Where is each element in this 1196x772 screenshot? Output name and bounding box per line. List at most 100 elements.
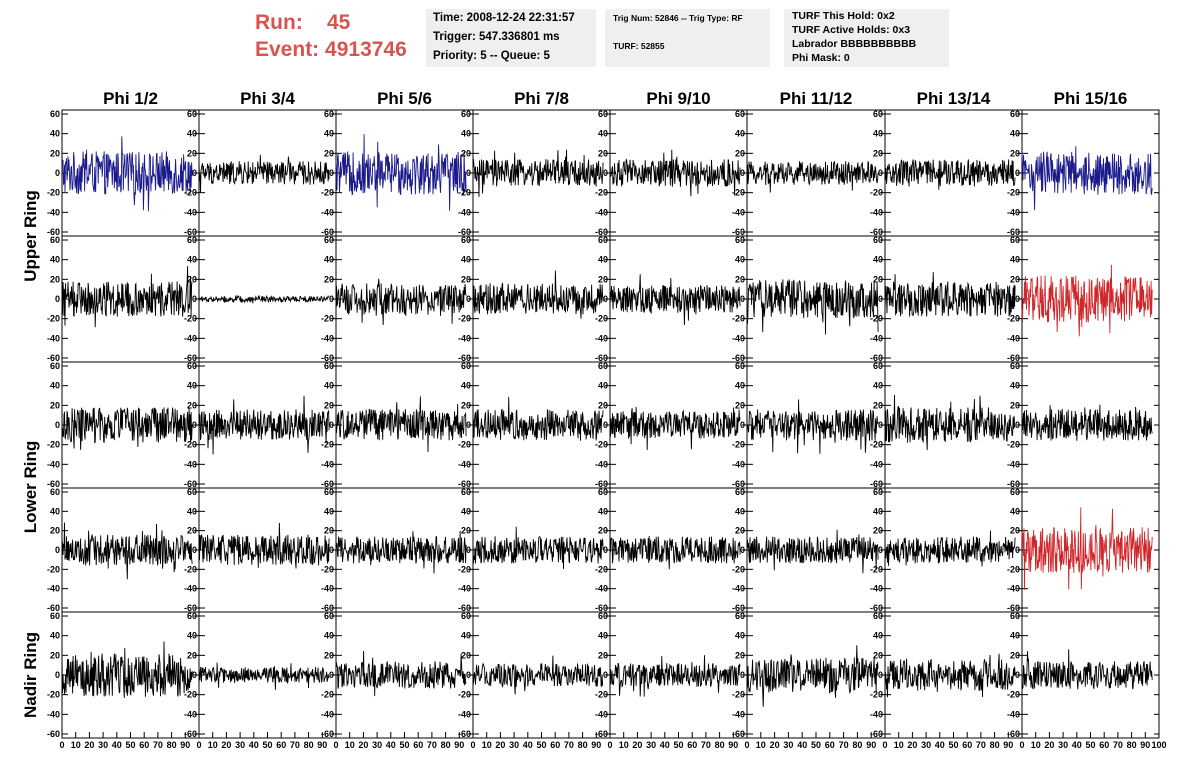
y-tick-label: -20 xyxy=(321,564,334,574)
y-tick-label: 0 xyxy=(603,670,608,680)
y-tick-label: -20 xyxy=(595,690,608,700)
y-tick-label: 20 xyxy=(598,400,608,410)
y-tick-label: 60 xyxy=(1010,235,1020,245)
y-tick-label: 20 xyxy=(461,650,471,660)
x-tick-label: 10 xyxy=(345,740,355,750)
y-tick-label: -20 xyxy=(47,440,60,450)
y-tick-label: -20 xyxy=(732,440,745,450)
x-tick-label: 10 xyxy=(1031,740,1041,750)
y-tick-label: -20 xyxy=(732,690,745,700)
column-header: Phi 13/14 xyxy=(917,89,991,108)
y-tick-label: 20 xyxy=(187,274,197,284)
x-tick-label: 60 xyxy=(276,740,286,750)
x-tick-label: 10 xyxy=(619,740,629,750)
y-tick-label: 0 xyxy=(878,294,883,304)
waveform-trace xyxy=(746,529,879,574)
x-tick-label: 70 xyxy=(1113,740,1123,750)
y-tick-label: -60 xyxy=(458,227,471,237)
ring-label: Nadir Ring xyxy=(21,632,40,718)
x-tick-label: 50 xyxy=(673,740,683,750)
x-tick-label: 70 xyxy=(701,740,711,750)
waveform-trace xyxy=(1021,264,1153,337)
y-tick-label: 0 xyxy=(329,670,334,680)
y-tick-label: -40 xyxy=(321,459,334,469)
y-tick-label: 40 xyxy=(598,631,608,641)
y-tick-label: -60 xyxy=(1007,227,1020,237)
event-value: 4913746 xyxy=(325,38,407,61)
y-tick-label: 40 xyxy=(50,129,60,139)
event-label: Event: xyxy=(255,38,320,61)
waveform-trace xyxy=(472,526,604,570)
x-tick-label: 10 xyxy=(894,740,904,750)
trigger-info-box: Trig Num: 52846 -- Trig Type: RF TURF: 5… xyxy=(605,9,770,67)
y-tick-label: -40 xyxy=(321,584,334,594)
y-tick-label: -20 xyxy=(595,188,608,198)
x-tick-label: 10 xyxy=(71,740,81,750)
waveform-trace xyxy=(609,149,741,197)
x-tick-label: 10 xyxy=(482,740,492,750)
y-tick-label: -60 xyxy=(870,353,883,363)
y-tick-label: 20 xyxy=(461,526,471,536)
time-info-box: Time: 2008-12-24 22:31:57 Trigger: 547.3… xyxy=(426,9,596,67)
y-tick-label: 0 xyxy=(740,420,745,430)
y-tick-label: 20 xyxy=(1010,400,1020,410)
y-tick-label: 0 xyxy=(192,294,197,304)
y-tick-label: -20 xyxy=(321,690,334,700)
x-tick-label: 90 xyxy=(591,740,601,750)
x-tick-label: 20 xyxy=(358,740,368,750)
y-tick-label: 60 xyxy=(598,361,608,371)
y-tick-label: -40 xyxy=(732,459,745,469)
y-tick-label: -60 xyxy=(47,227,60,237)
x-tick-label: 80 xyxy=(441,740,451,750)
y-tick-label: 40 xyxy=(324,129,334,139)
y-tick-label: -40 xyxy=(1007,584,1020,594)
y-tick-label: -40 xyxy=(870,207,883,217)
x-tick-label: 60 xyxy=(687,740,697,750)
y-tick-label: 60 xyxy=(873,611,883,621)
y-tick-label: 40 xyxy=(50,506,60,516)
y-tick-label: 40 xyxy=(50,255,60,265)
y-tick-label: 40 xyxy=(735,255,745,265)
y-tick-label: 20 xyxy=(873,148,883,158)
y-tick-label: -60 xyxy=(47,729,60,739)
y-tick-label: -60 xyxy=(184,603,197,613)
y-tick-label: 40 xyxy=(873,506,883,516)
y-tick-label: -40 xyxy=(595,709,608,719)
waveform-trace xyxy=(1021,507,1153,590)
y-tick-label: 60 xyxy=(1010,109,1020,119)
y-tick-label: 40 xyxy=(1010,506,1020,516)
waveform-trace xyxy=(884,272,1016,317)
x-tick-label: 30 xyxy=(1058,740,1068,750)
y-tick-label: -60 xyxy=(732,729,745,739)
y-tick-label: 40 xyxy=(598,381,608,391)
y-tick-label: -40 xyxy=(321,333,334,343)
y-tick-label: -40 xyxy=(321,709,334,719)
y-tick-label: -40 xyxy=(595,459,608,469)
waveform-trace xyxy=(746,161,879,193)
y-tick-label: -40 xyxy=(47,709,60,719)
waveform-trace xyxy=(609,535,741,570)
y-tick-label: 20 xyxy=(598,148,608,158)
waveform-trace xyxy=(884,653,1016,698)
y-tick-label: -20 xyxy=(1007,188,1020,198)
y-tick-label: 20 xyxy=(187,148,197,158)
waveform-trace xyxy=(1021,649,1153,690)
x-tick-label: 90 xyxy=(317,740,327,750)
turf-hold-text: TURF This Hold: 0x2 xyxy=(792,10,895,22)
y-tick-label: 60 xyxy=(735,235,745,245)
x-tick-label: 0 xyxy=(59,740,64,750)
y-tick-label: 0 xyxy=(192,670,197,680)
y-tick-label: -40 xyxy=(458,207,471,217)
ring-label: Lower Ring xyxy=(21,441,40,534)
waveform-trace xyxy=(884,530,1016,567)
y-tick-label: -40 xyxy=(184,584,197,594)
y-tick-label: -40 xyxy=(47,459,60,469)
y-tick-label: 20 xyxy=(598,274,608,284)
x-tick-label: 80 xyxy=(304,740,314,750)
y-tick-label: 60 xyxy=(598,235,608,245)
column-header: Phi 15/16 xyxy=(1054,89,1128,108)
y-tick-label: 60 xyxy=(187,611,197,621)
y-tick-label: 20 xyxy=(50,148,60,158)
y-tick-label: -40 xyxy=(595,584,608,594)
x-tick-label: 70 xyxy=(153,740,163,750)
